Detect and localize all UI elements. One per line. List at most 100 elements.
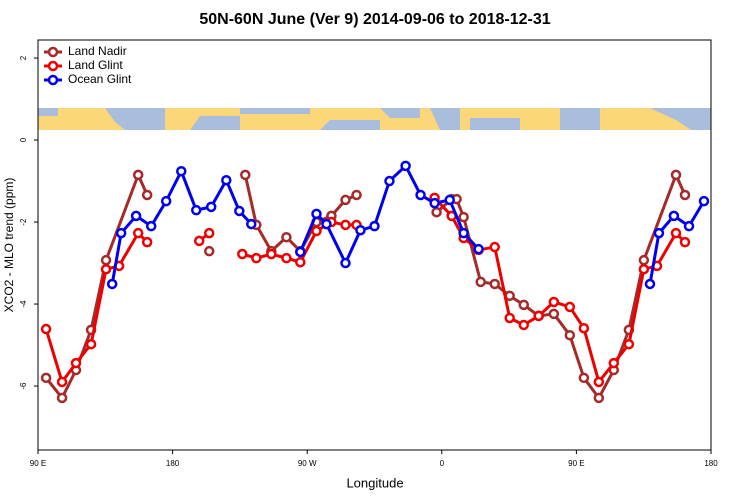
data-point	[246, 218, 257, 230]
data-point	[644, 278, 656, 290]
data-point	[623, 338, 635, 350]
data-point	[311, 208, 322, 220]
data-point	[203, 245, 215, 257]
chart-title: 50N-60N June (Ver 9) 2014-09-06 to 2018-…	[199, 11, 550, 28]
series-line	[44, 196, 687, 384]
data-point	[679, 189, 691, 201]
data-point	[251, 252, 262, 264]
legend-label: Land Glint	[68, 58, 123, 72]
data-point	[106, 278, 118, 290]
data-point	[160, 195, 172, 207]
y-tick-label: -2	[19, 218, 28, 226]
data-point	[518, 319, 530, 331]
data-point	[281, 252, 292, 264]
legend-marker	[47, 46, 59, 58]
data-point	[100, 254, 112, 266]
series-line	[44, 173, 687, 400]
x-tick-label: 90 E	[30, 459, 46, 468]
x-tick-label: 0	[440, 459, 445, 468]
data-point	[141, 236, 153, 248]
data-point	[458, 227, 469, 239]
data-point	[85, 338, 97, 350]
data-point	[40, 372, 52, 384]
x-tick-label: 90 E	[568, 459, 584, 468]
x-tick-label: 180	[704, 459, 718, 468]
data-point	[475, 276, 486, 288]
y-tick-label: -6	[19, 382, 28, 390]
data-point	[141, 189, 153, 201]
data-point	[340, 257, 351, 269]
data-point	[548, 296, 560, 308]
data-point	[237, 248, 248, 260]
legend-marker	[47, 60, 59, 72]
data-point	[489, 241, 500, 253]
data-point	[431, 206, 442, 218]
data-point	[638, 254, 650, 266]
data-point	[351, 189, 362, 201]
data-point	[340, 219, 351, 231]
data-point	[56, 392, 68, 404]
data-point	[369, 220, 380, 232]
data-point	[321, 218, 332, 230]
data-point	[266, 248, 277, 260]
y-axis-label: XCO2 - MLO trend (ppm)	[2, 178, 16, 313]
data-point	[234, 205, 245, 217]
data-point	[518, 299, 530, 311]
legend-label: Land Nadir	[68, 44, 127, 58]
y-tick-label: 2	[19, 55, 28, 60]
data-point	[429, 197, 440, 209]
data-point	[489, 278, 500, 290]
plot-frame	[37, 39, 712, 451]
y-tick-label: 0	[19, 137, 28, 142]
series-line	[110, 164, 706, 285]
data-point	[670, 227, 682, 239]
data-point	[548, 308, 560, 320]
data-point	[698, 195, 710, 207]
data-point	[281, 231, 292, 243]
data-point	[593, 392, 605, 404]
data-point	[578, 372, 590, 384]
data-point	[458, 211, 469, 223]
data-point	[384, 175, 395, 187]
data-point	[40, 323, 52, 335]
data-point	[132, 169, 144, 181]
data-point	[145, 220, 157, 232]
data-point	[593, 376, 605, 388]
data-point	[132, 227, 144, 239]
legend-label: Ocean Glint	[68, 72, 132, 86]
data-point	[100, 263, 112, 275]
data-point	[190, 204, 202, 216]
data-point	[653, 227, 665, 239]
y-tick-label: -4	[19, 300, 28, 308]
data-point	[670, 169, 682, 181]
data-point	[608, 357, 620, 369]
data-point	[578, 322, 590, 334]
data-point	[240, 169, 251, 181]
data-point	[444, 194, 455, 206]
data-point	[679, 236, 691, 248]
data-point	[115, 227, 127, 239]
data-point	[473, 243, 484, 255]
data-point	[533, 310, 544, 322]
data-point	[295, 256, 306, 268]
map-strip	[38, 108, 711, 130]
x-axis-label: Longitude	[346, 475, 403, 490]
data-point	[203, 227, 215, 239]
data-point	[340, 194, 351, 206]
x-tick-label: 180	[166, 459, 180, 468]
data-point	[564, 329, 576, 341]
data-point	[638, 263, 650, 275]
data-point	[564, 301, 576, 313]
data-point	[400, 160, 411, 172]
data-point	[176, 165, 187, 177]
data-point	[295, 246, 306, 258]
legend-marker	[47, 74, 59, 86]
data-point	[311, 225, 322, 237]
data-point	[415, 189, 426, 201]
data-point	[355, 224, 366, 236]
data-point	[504, 312, 515, 324]
data-point	[668, 210, 680, 222]
data-point	[130, 210, 142, 222]
